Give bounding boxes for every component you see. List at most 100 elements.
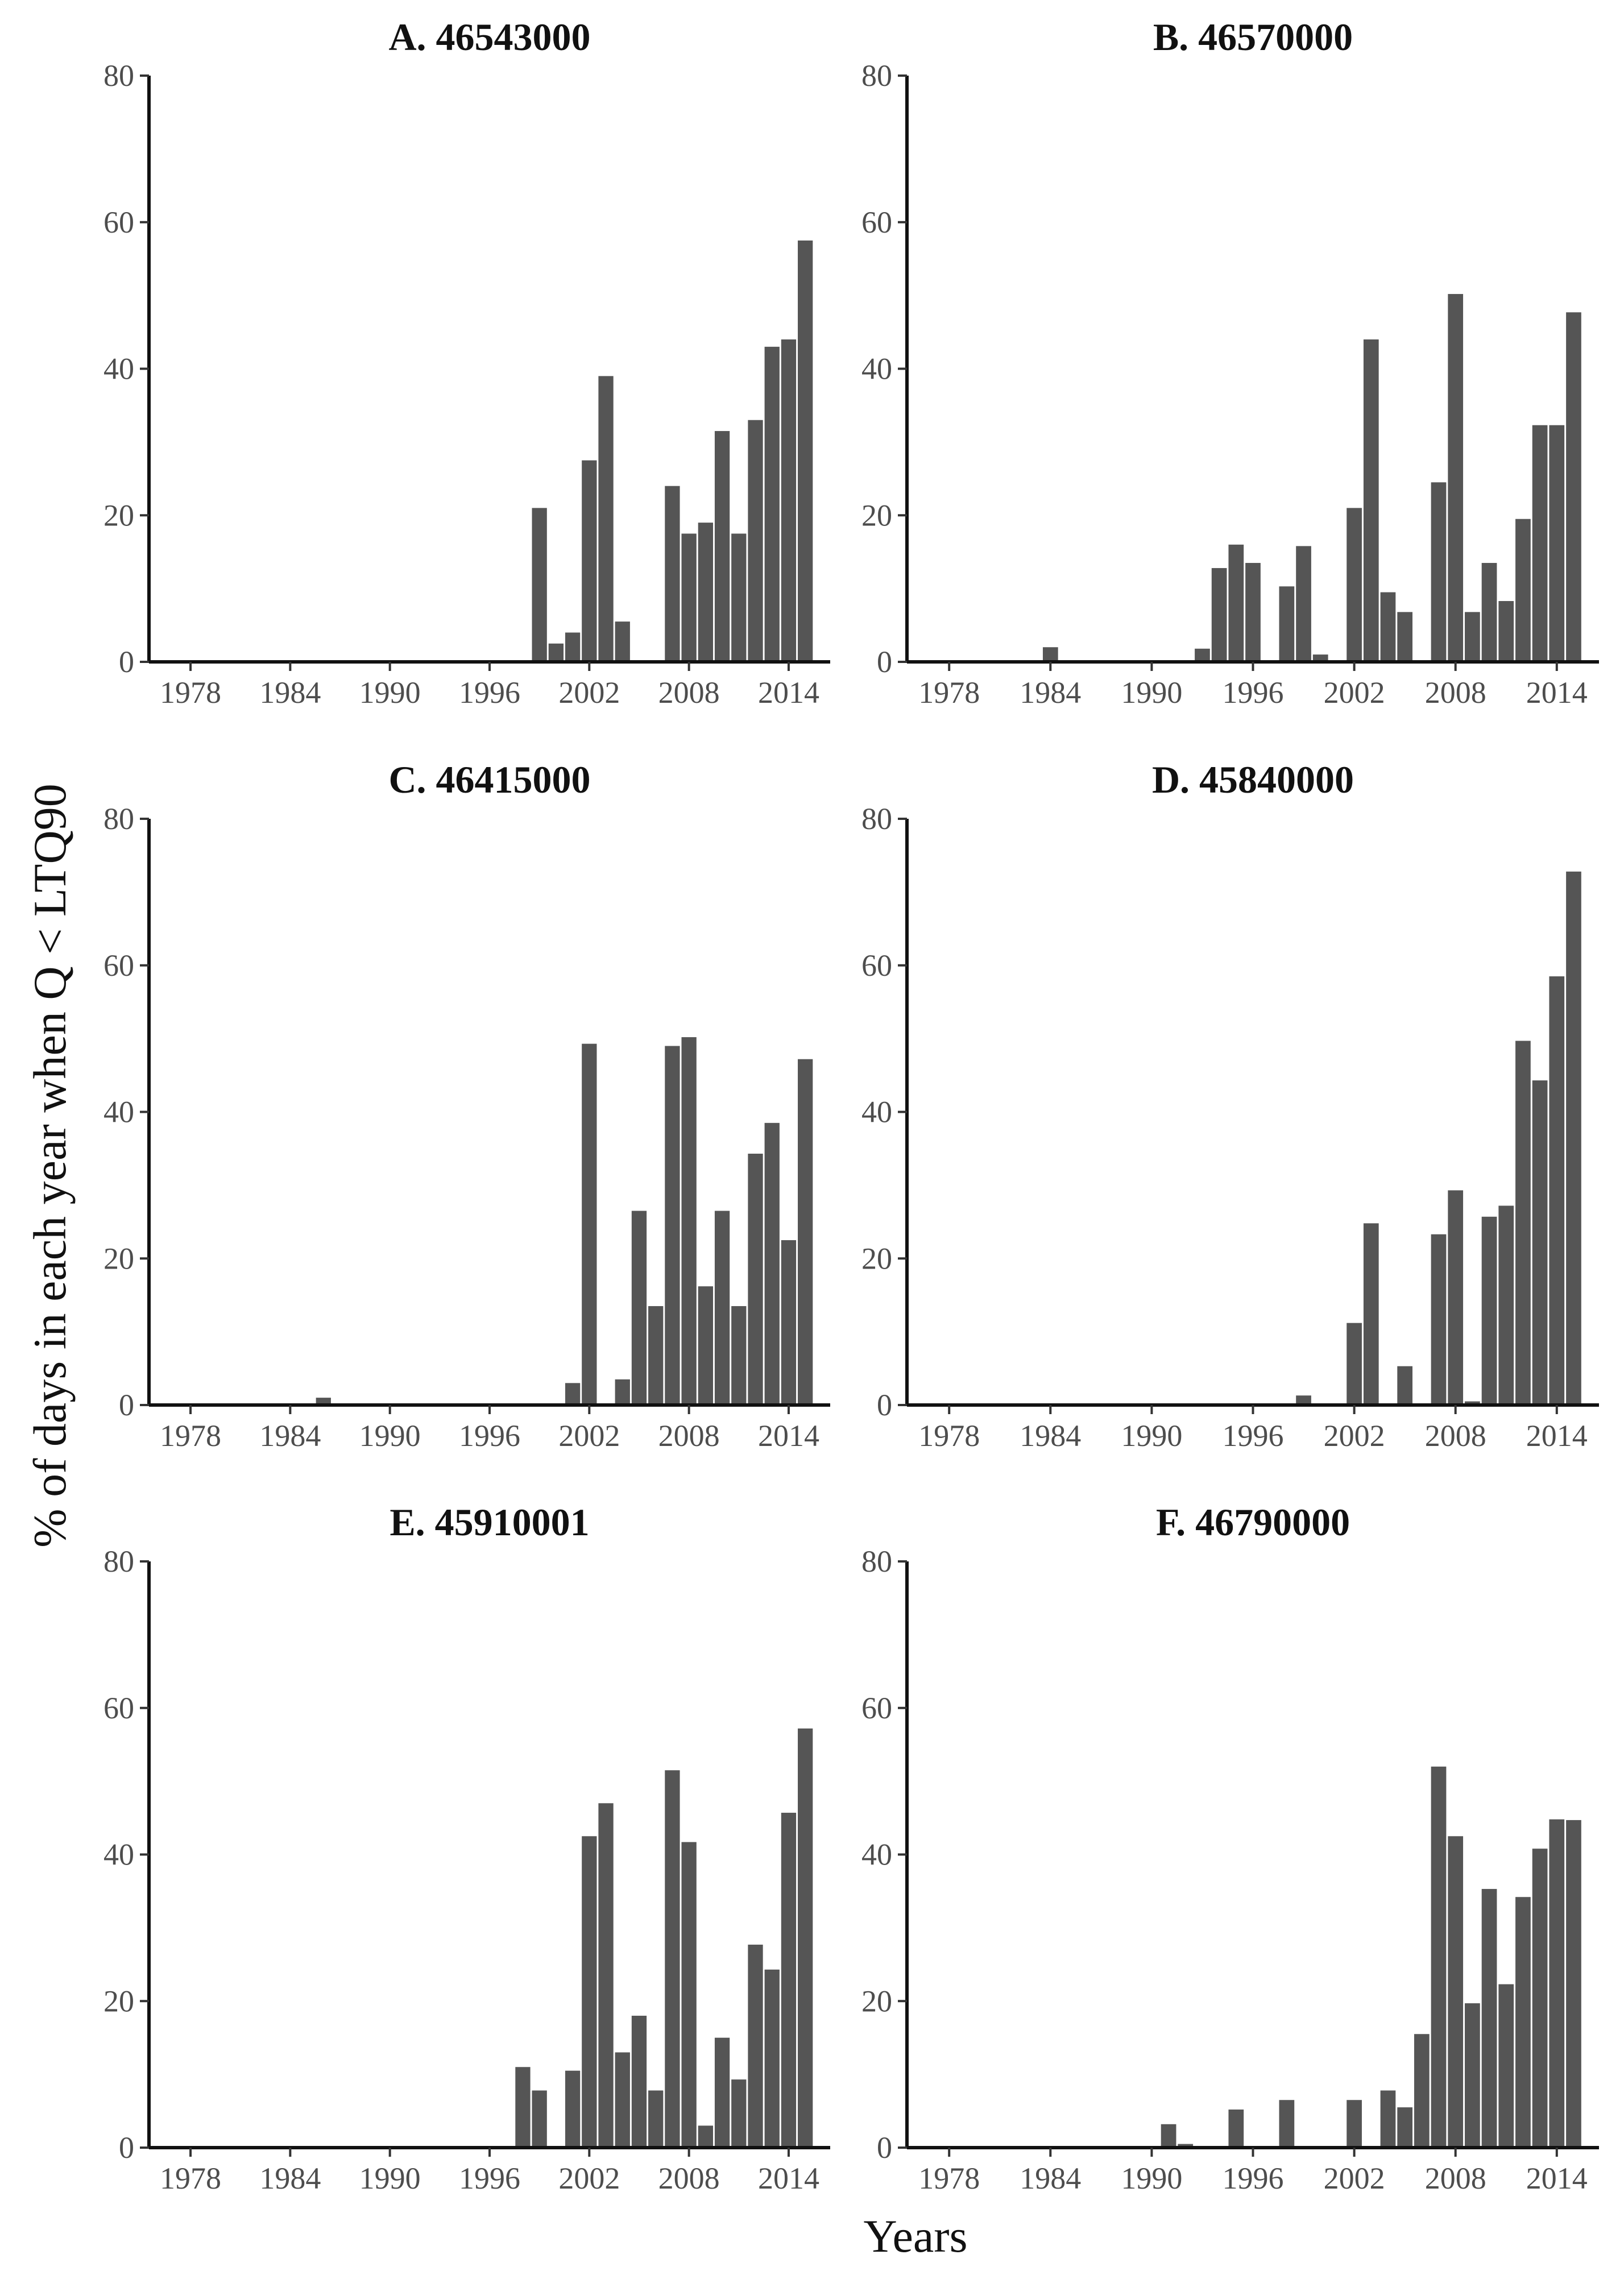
y-tick-label: 60 — [103, 1691, 134, 1725]
bar-2003 — [1363, 339, 1379, 662]
bar-2013 — [764, 1122, 780, 1405]
bar-2000 — [1312, 654, 1328, 662]
x-tick-label: 1990 — [1121, 676, 1182, 710]
bar-1995 — [1228, 2109, 1244, 2148]
bar-2014 — [1549, 1819, 1565, 2148]
bar-2011 — [1498, 1205, 1514, 1405]
y-tick-label: 80 — [103, 1544, 134, 1578]
bar-2010 — [714, 431, 730, 662]
y-tick-label: 80 — [861, 802, 892, 836]
y-tick-label: 0 — [877, 645, 892, 679]
bar-2010 — [1481, 1216, 1497, 1405]
y-tick-label: 40 — [103, 1095, 134, 1129]
bar-2001 — [565, 2070, 581, 2148]
bar-2008 — [1448, 1190, 1464, 1405]
y-tick-label: 80 — [103, 59, 134, 93]
y-tick-label: 40 — [861, 1838, 892, 1872]
bar-2012 — [1515, 519, 1531, 662]
x-tick-label: 1990 — [359, 676, 421, 710]
y-tick-label: 60 — [861, 948, 892, 983]
bar-2014 — [1549, 425, 1565, 662]
bar-2014 — [781, 339, 797, 662]
bar-2009 — [698, 1286, 714, 1405]
x-tick-label: 2014 — [1526, 676, 1588, 710]
bar-2005 — [631, 2016, 647, 2148]
bar-2012 — [1515, 1897, 1531, 2148]
x-tick-label: 2002 — [558, 2161, 620, 2195]
y-tick-label: 60 — [861, 205, 892, 239]
y-tick-label: 40 — [861, 1095, 892, 1129]
bar-1991 — [1161, 2124, 1176, 2148]
x-tick-label: 1978 — [160, 676, 221, 710]
bar-1994 — [1211, 568, 1227, 662]
bar-2015 — [798, 240, 813, 662]
bar-2015 — [1566, 871, 1581, 1405]
x-tick-label: 2002 — [558, 676, 620, 710]
bar-2004 — [615, 1379, 630, 1405]
y-tick-label: 80 — [103, 802, 134, 836]
panel-title: D. 45840000 — [1152, 758, 1354, 801]
y-tick-label: 0 — [119, 2131, 134, 2165]
bar-2007 — [1431, 1766, 1447, 2148]
x-tick-label: 1996 — [459, 2161, 520, 2195]
x-tick-label: 2008 — [658, 1419, 720, 1453]
x-tick-label: 1978 — [160, 1419, 221, 1453]
x-tick-label: 1990 — [1121, 2161, 1182, 2195]
bar-2012 — [748, 1153, 763, 1405]
y-tick-label: 0 — [877, 2131, 892, 2165]
bar-2010 — [1481, 1889, 1497, 2148]
bar-2015 — [1566, 1820, 1581, 2148]
panel-title: F. 46790000 — [1156, 1501, 1350, 1544]
x-tick-label: 1984 — [259, 676, 321, 710]
y-tick-label: 20 — [861, 498, 892, 532]
bar-2007 — [1431, 482, 1447, 662]
bar-2009 — [698, 523, 714, 662]
panel-a: A. 46543000 0 20 40 60 80 1978 1984 1990 1996 2002… — [103, 15, 830, 710]
bar-1999 — [532, 508, 547, 662]
bar-2002 — [582, 1836, 597, 2148]
x-tick-label: 1990 — [359, 1419, 421, 1453]
bar-2000 — [548, 643, 564, 662]
x-tick-label: 2008 — [658, 2161, 720, 2195]
y-tick-label: 20 — [103, 1984, 134, 2018]
y-tick-label: 40 — [103, 352, 134, 386]
bar-1995 — [1228, 544, 1244, 662]
bar-1986 — [316, 1398, 331, 1405]
x-tick-label: 2014 — [758, 1419, 819, 1453]
bar-1993 — [1195, 648, 1210, 662]
x-tick-label: 1978 — [918, 2161, 980, 2195]
bar-2002 — [1347, 2100, 1362, 2148]
bar-2005 — [1397, 1366, 1413, 1405]
x-tick-label: 1984 — [1020, 2161, 1081, 2195]
bar-2006 — [1414, 2034, 1430, 2148]
x-tick-label: 1978 — [918, 676, 980, 710]
x-tick-label: 2002 — [1324, 676, 1385, 710]
x-tick-label: 1996 — [1223, 1419, 1284, 1453]
bar-2011 — [1498, 1984, 1514, 2148]
bar-2006 — [648, 2090, 664, 2148]
x-tick-label: 2008 — [1425, 676, 1486, 710]
bar-1984 — [1042, 647, 1058, 662]
bar-2012 — [1515, 1041, 1531, 1405]
y-tick-label: 20 — [861, 1984, 892, 2018]
bar-2013 — [1532, 425, 1548, 662]
bar-1999 — [532, 2090, 547, 2148]
bar-2008 — [1448, 294, 1464, 662]
bar-2005 — [631, 1211, 647, 1405]
bar-1998 — [515, 2067, 531, 2148]
panel-title: C. 46415000 — [388, 758, 590, 801]
bar-2009 — [698, 2125, 714, 2148]
bar-2008 — [1448, 1836, 1464, 2148]
bar-2006 — [648, 1306, 664, 1405]
y-tick-label: 40 — [103, 1838, 134, 1872]
panel-f: F. 46790000 0 20 40 60 80 1978 1984 1990 1996 2002… — [861, 1501, 1599, 2195]
bar-2011 — [731, 533, 747, 662]
y-tick-label: 60 — [103, 948, 134, 983]
bar-2007 — [665, 1046, 680, 1405]
x-tick-label: 1984 — [1020, 676, 1081, 710]
x-tick-label: 2014 — [758, 2161, 819, 2195]
bar-2015 — [1566, 312, 1581, 662]
y-tick-label: 0 — [119, 1388, 134, 1422]
bar-2012 — [748, 1945, 763, 2148]
